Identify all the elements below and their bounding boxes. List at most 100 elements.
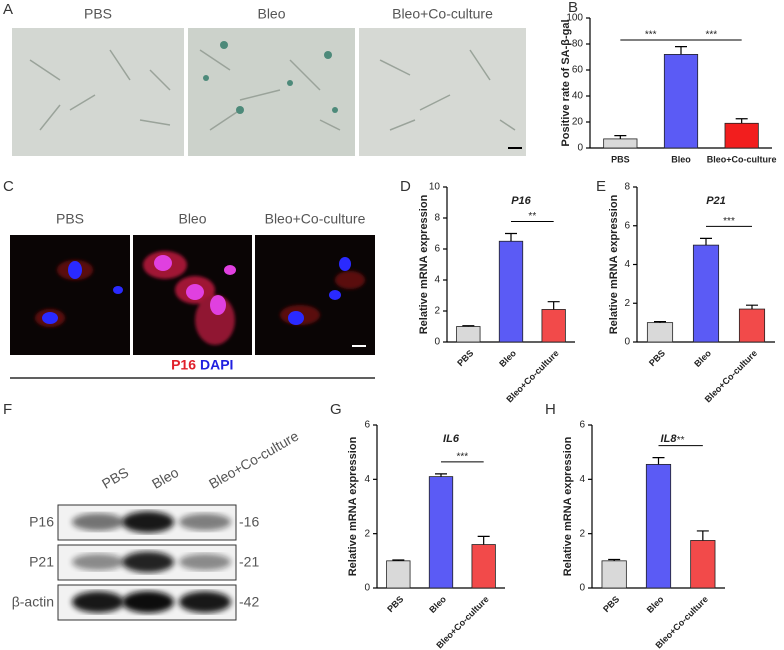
y-axis-label: Positive rate of SA-β-gal [560,19,572,146]
cells [29,49,516,131]
bar [603,138,638,149]
band [122,551,174,573]
western-blot: PBS Bleo Bleo+Co-culture P16 -16 P21 -21 β-acti… [12,427,301,621]
error-bar [505,232,517,242]
bar [601,560,627,589]
chart-title: IL8 [661,433,678,445]
band [179,513,231,531]
y-tick-label: 10 [429,182,441,193]
significance-label: *** [456,452,468,463]
panel-letter: G [330,401,342,418]
error-bar [614,135,627,139]
error-bar [652,457,665,465]
y-tick-label: 6 [364,420,370,431]
x-tick-label: Bleo [427,594,448,615]
y-tick-label: 0 [364,583,370,594]
nuclei [42,257,351,325]
bar [692,244,720,343]
y-tick-label: 4 [434,275,440,286]
chart-title: P21 [706,195,726,207]
stain-label: DAPI [200,357,233,373]
y-axis-label: Relative mRNA expression [418,194,430,334]
lane-label: PBS [99,464,131,492]
error-bar [477,535,490,545]
panel-letter: D [400,178,411,195]
x-tick-label: Bleo [692,348,713,369]
error-bar [675,46,687,55]
bar [646,322,674,343]
image-label: Bleo [257,6,285,22]
band [72,591,124,613]
panel-letter: B [568,0,578,16]
bar [645,463,672,589]
image-label: Bleo [178,211,206,227]
y-tick-label: 6 [579,420,585,431]
x-tick-label: PBS [611,154,630,164]
x-tick-label: PBS [455,348,475,368]
bar [724,122,759,149]
x-tick-label: PBS [601,594,621,614]
bar [428,476,454,589]
band-size: -21 [239,554,259,570]
fluorescence-image [10,235,130,355]
significance-label: *** [705,30,717,41]
band [179,553,231,571]
image-label: PBS [56,211,84,227]
bar [738,308,766,343]
band-size: -42 [239,594,259,610]
y-tick-label: 0 [577,143,583,154]
y-tick-label: 4 [624,259,630,270]
x-tick-label: Bleo [671,154,691,164]
error-bar [547,301,560,310]
band-label: P21 [29,554,54,570]
y-tick-label: 2 [364,528,370,539]
y-tick-label: 8 [624,182,630,193]
band-label: β-actin [12,594,54,610]
x-tick-label: Bleo+Co-culture [707,154,777,164]
cells [35,251,365,345]
stain-label: P16 [171,357,196,373]
error-bar [746,304,758,310]
band [72,513,124,531]
x-tick-label: Bleo [497,348,518,369]
lane-label: Bleo [149,464,181,492]
bar [541,309,566,343]
lane-label: Bleo+Co-culture [206,427,301,491]
y-tick-label: 40 [572,91,584,102]
error-bar [608,558,621,561]
significance-label: *** [723,216,735,227]
bar [498,240,524,343]
band [72,553,124,571]
panel-letter: F [3,401,12,418]
error-bar [700,237,712,246]
micrograph [12,28,184,156]
band-label: P16 [29,514,54,530]
y-tick-label: 0 [434,337,440,348]
y-tick-label: 80 [572,39,584,50]
significance-label: ** [528,211,536,222]
band [179,591,231,613]
y-tick-label: 8 [434,213,440,224]
y-tick-label: 6 [434,244,440,255]
image-label: Bleo+Co-culture [392,6,493,22]
y-tick-label: 20 [572,117,584,128]
error-bar [392,559,405,561]
bar [386,560,411,589]
bar [471,544,496,589]
y-tick-label: 0 [624,337,630,348]
y-axis-label: Relative mRNA expression [347,436,359,576]
x-tick-label: PBS [647,348,667,368]
bar [690,540,716,589]
error-bar [696,530,709,541]
y-tick-label: 6 [624,220,630,231]
x-tick-label: Bleo [645,594,666,615]
y-tick-label: 2 [624,298,630,309]
y-tick-label: 60 [572,65,584,76]
image-label: Bleo+Co-culture [265,211,366,227]
bar [663,54,699,149]
band [122,591,174,613]
y-tick-label: 0 [579,583,585,594]
sa-gal-stain [203,41,338,114]
y-tick-label: 2 [434,306,440,317]
